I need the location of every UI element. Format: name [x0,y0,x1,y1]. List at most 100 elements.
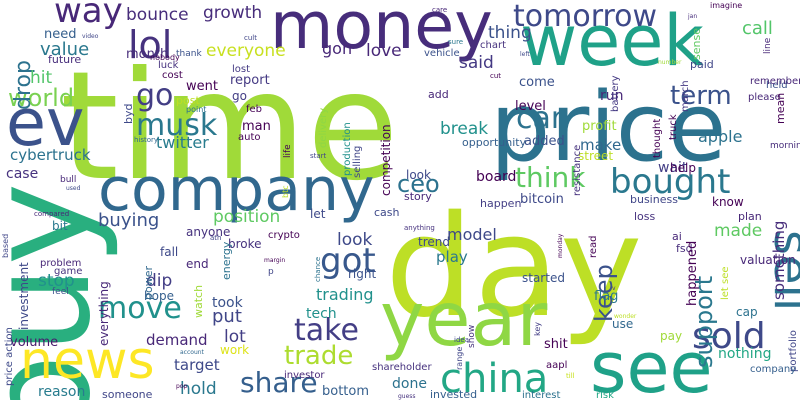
word-remember: march [680,80,691,112]
word-take: take [294,313,359,348]
word-cult: history [134,136,158,144]
word-sell: sell [763,230,800,311]
word-thing: thing [488,23,532,43]
word-hope: fall [160,245,178,259]
word-video: cult [244,34,257,42]
word-call: call [742,18,773,39]
word-share: share [240,366,318,399]
word-news: news [20,331,155,391]
word-trend: started [522,271,565,285]
word-feb: thank [176,49,202,59]
word-cost: luck [158,60,179,71]
word-energy: watch [192,285,205,318]
word-board: look [406,168,431,182]
word-competition: story [404,190,432,203]
word-held: morning [770,141,800,151]
word-shareholder: investor [284,370,325,381]
word-done: done [392,376,427,392]
word-term: term [670,81,732,111]
word-guess: till [566,372,575,380]
word-musk: musk [136,108,218,143]
word-pop: idea [454,336,469,344]
word-month: month [126,47,168,62]
word-tech: cash [374,206,400,219]
word-run: run [600,88,624,104]
word-put: put [212,306,242,327]
word-fall: end [186,257,209,271]
word-march: truck [668,114,679,140]
word-end: anyone [186,225,230,239]
word-happen: loss [634,210,656,223]
word-went: go [232,89,247,103]
word-line: remember [750,76,800,87]
word-street: opportunity [462,136,527,149]
word-cash: let [310,207,326,221]
word-hold: hold [180,379,217,399]
word-auto: feb [246,104,262,115]
word-cybertruck: cybertruck [10,146,91,164]
word-need: need [44,27,77,42]
word-year: year [380,275,547,363]
word-support: support [690,276,718,368]
word-position: position [213,207,280,227]
word-thank: cost [162,70,183,81]
word-trade: trade [284,341,353,371]
word-post: went [186,79,218,94]
word-v: p [268,267,274,277]
word-use: fsd [676,242,693,255]
word-level: level [515,99,546,114]
word-selling: delivery [318,108,329,148]
word-look: look [337,230,373,250]
word-company-small: portfolio [788,330,799,372]
word-read: line [763,37,773,54]
word-china: china [440,356,548,400]
word-vehicle: chart [480,40,506,51]
word-story: happen [480,197,521,210]
word-got: got [320,241,376,281]
word-way: way [54,0,123,31]
word-let-see: aapl [546,360,567,371]
word-reason: reason [38,384,85,400]
word-problem: power [142,266,155,300]
word-till: jan [687,13,697,20]
word-power: energy [220,241,233,280]
word-said: said [459,53,494,73]
word-love: love [366,41,402,61]
word-investor: someone [102,388,153,400]
word-price-action: compared [34,210,69,218]
word-sense: add [428,88,449,101]
word-plan: valuation [740,253,796,267]
word-cap: pay [660,329,682,343]
word-loss: plan [738,210,762,223]
word-valuation: business [630,193,678,206]
word-go: go [136,78,173,113]
word-number: left [520,51,530,58]
word-show: range [455,347,464,370]
word-something: something [770,221,788,300]
word-margin: account [180,349,205,356]
word-luck: lost [232,64,250,75]
word-wonder: used [66,185,81,192]
word-feel: game [54,266,82,277]
word-everyone: everyone [206,41,286,61]
word-compared: based [1,234,10,258]
word-used: chance [314,257,322,282]
word-help: please [748,92,781,103]
word-resistance: production [342,122,353,176]
word-world: world [8,84,74,112]
word-wait: wait [658,160,688,176]
word-pay: use [612,317,633,331]
word-right: trend [418,235,450,249]
word-sure: nobody [150,53,180,62]
word-hit: hit [30,68,52,88]
word-interest: risk [596,390,614,400]
word-keep: keep [590,264,618,322]
word-someone: invested [430,388,477,400]
word-see: see [590,327,713,400]
word-game: problem [40,258,81,269]
word-move: move [98,291,182,326]
word-demand: demand [146,331,208,349]
word-added: added [524,134,565,149]
word-based: bull [60,175,76,185]
